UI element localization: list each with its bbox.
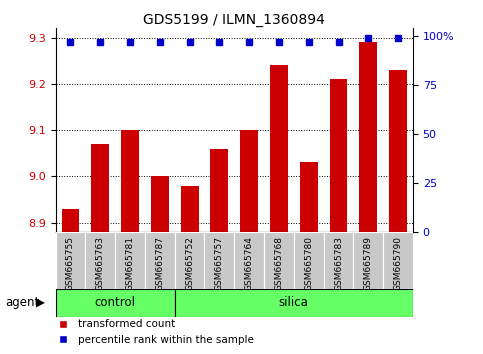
Bar [85, 232, 115, 289]
Text: GSM665763: GSM665763 [96, 236, 105, 291]
Text: GSM665755: GSM665755 [66, 236, 75, 291]
Legend: transformed count, percentile rank within the sample: transformed count, percentile rank withi… [49, 315, 258, 349]
Text: control: control [95, 296, 136, 309]
Text: agent: agent [5, 296, 39, 309]
Text: GSM665752: GSM665752 [185, 236, 194, 291]
Title: GDS5199 / ILMN_1360894: GDS5199 / ILMN_1360894 [143, 13, 325, 27]
Text: GSM665764: GSM665764 [245, 236, 254, 291]
Text: silica: silica [279, 296, 309, 309]
Bar [294, 232, 324, 289]
Bar [300, 162, 318, 232]
Bar [359, 42, 377, 232]
Bar [270, 65, 288, 232]
Bar [56, 232, 85, 289]
Bar [389, 70, 407, 232]
Bar [175, 232, 204, 289]
Bar [354, 232, 383, 289]
Text: GSM665790: GSM665790 [394, 236, 402, 291]
Bar [264, 232, 294, 289]
Text: GSM665789: GSM665789 [364, 236, 373, 291]
Text: GSM665783: GSM665783 [334, 236, 343, 291]
Bar [175, 289, 413, 317]
Bar [145, 232, 175, 289]
Bar [115, 232, 145, 289]
Bar [329, 79, 347, 232]
Bar [234, 232, 264, 289]
Bar [181, 185, 199, 232]
Text: GSM665787: GSM665787 [156, 236, 164, 291]
Text: GSM665780: GSM665780 [304, 236, 313, 291]
Text: GSM665768: GSM665768 [274, 236, 284, 291]
Bar [151, 176, 169, 232]
Bar [211, 149, 228, 232]
Bar [61, 209, 79, 232]
Text: GSM665757: GSM665757 [215, 236, 224, 291]
Text: GSM665781: GSM665781 [126, 236, 134, 291]
Bar [324, 232, 354, 289]
Bar [56, 289, 175, 317]
Bar [204, 232, 234, 289]
Bar [240, 130, 258, 232]
Bar [383, 232, 413, 289]
Bar [121, 130, 139, 232]
Text: ▶: ▶ [36, 296, 45, 309]
Bar [91, 144, 109, 232]
